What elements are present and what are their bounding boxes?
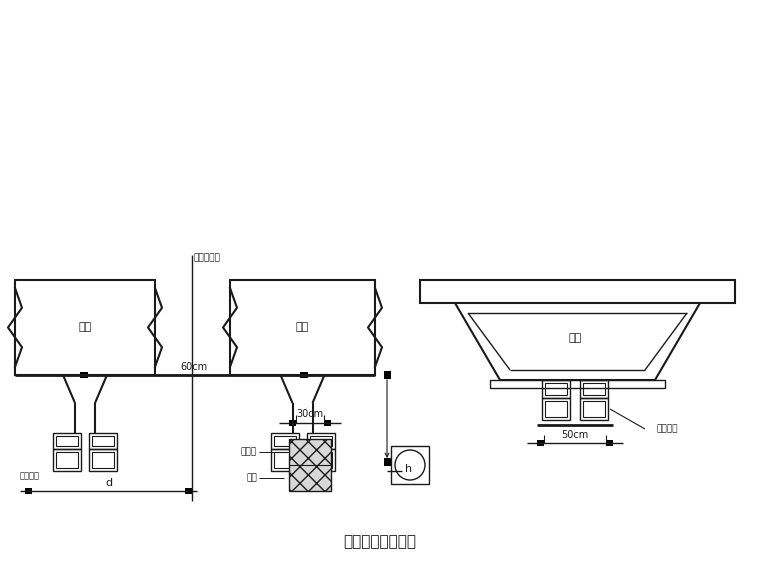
Bar — [324, 420, 331, 426]
Text: 新增垫层: 新增垫层 — [656, 425, 678, 434]
Text: 60cm: 60cm — [180, 362, 207, 372]
Bar — [53, 449, 81, 471]
Bar — [542, 398, 570, 420]
Bar — [583, 401, 605, 417]
Bar — [185, 488, 192, 494]
Bar — [56, 436, 78, 446]
Bar — [299, 372, 308, 378]
Text: 钢垫板: 钢垫板 — [241, 447, 257, 457]
Bar — [384, 458, 391, 466]
Bar — [384, 371, 391, 379]
Bar — [56, 452, 78, 468]
Bar — [309, 452, 331, 468]
Text: 50cm: 50cm — [562, 430, 589, 440]
Text: 非连续端临时支座: 非连续端临时支座 — [344, 535, 416, 549]
Bar — [271, 433, 299, 449]
Bar — [306, 433, 334, 449]
Bar — [289, 439, 331, 491]
Text: d: d — [105, 478, 112, 488]
Bar — [545, 383, 567, 395]
Bar — [606, 440, 613, 446]
Bar — [80, 372, 88, 378]
Text: 30cm: 30cm — [296, 409, 324, 419]
Bar — [89, 433, 117, 449]
Bar — [309, 436, 331, 446]
Bar — [542, 380, 570, 398]
Bar — [92, 452, 114, 468]
Bar — [391, 446, 429, 484]
Bar — [583, 383, 605, 395]
Text: 制支点线: 制支点线 — [20, 471, 40, 481]
Bar — [580, 380, 608, 398]
Bar — [230, 280, 375, 375]
Text: 桥墩中心线: 桥墩中心线 — [194, 254, 220, 263]
Bar — [490, 380, 665, 388]
Bar — [53, 433, 81, 449]
Bar — [537, 440, 544, 446]
Bar — [306, 449, 334, 471]
Bar — [420, 280, 735, 303]
Text: h: h — [405, 464, 412, 474]
Bar — [274, 436, 296, 446]
Bar — [289, 420, 296, 426]
Text: 主梁: 主梁 — [296, 323, 309, 332]
Text: 沙箱: 沙箱 — [246, 474, 257, 482]
Text: 主梁: 主梁 — [78, 323, 92, 332]
Bar — [545, 401, 567, 417]
Bar — [15, 280, 155, 375]
Text: 主梁: 主梁 — [568, 333, 581, 343]
Bar — [89, 449, 117, 471]
Bar — [92, 436, 114, 446]
Bar — [274, 452, 296, 468]
Bar — [271, 449, 299, 471]
Bar — [25, 488, 32, 494]
Bar — [580, 398, 608, 420]
